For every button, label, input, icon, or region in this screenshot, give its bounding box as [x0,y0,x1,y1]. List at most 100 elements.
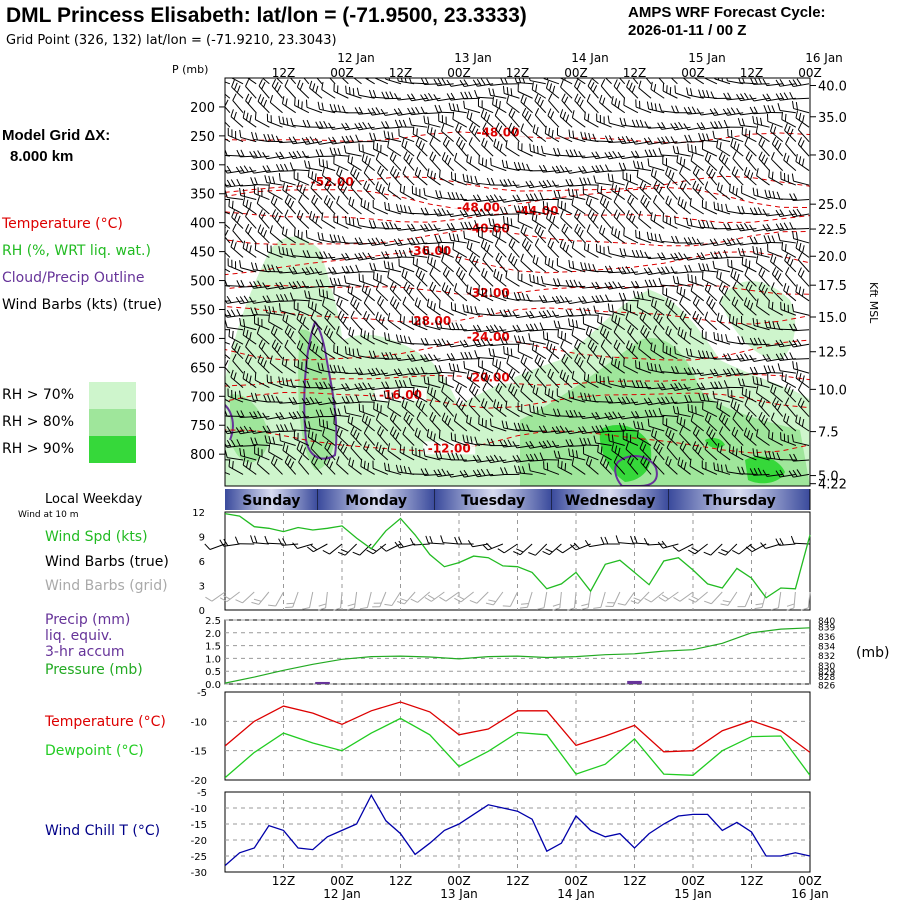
surface-wind-barb-grid-feather [630,600,639,604]
upper-wind-barb-feather [505,290,509,299]
upper-wind-barb-feather [763,287,768,296]
upper-wind-barb [240,325,257,331]
upper-wind-barb-feather [381,91,386,99]
upper-wind-barb-feather [744,222,749,230]
upper-wind-barb-feather [745,258,747,267]
wind-speed-tick-label: 0 [199,606,205,617]
upper-wind-barb-feather [363,180,368,189]
weekday-band: Sunday Monday Tuesday Wednesday Thursday [225,489,811,510]
upper-wind-barb-feather [642,313,647,322]
upper-wind-barb-feather [375,152,380,160]
upper-wind-barb [350,173,362,186]
surface-wind-barb-grid [226,591,240,603]
upper-wind-barb-feather [394,119,399,128]
upper-wind-barb-feather [313,328,318,336]
upper-wind-barb-feather [309,210,313,219]
upper-wind-barb [506,232,520,244]
upper-wind-barb-feather [521,423,526,431]
upper-wind-barb-feather [470,436,473,444]
upper-wind-barb-feather [315,382,320,390]
surface-wind-barb-true-feather [600,536,605,545]
upper-wind-barb-feather [319,121,324,129]
upper-wind-barb-feather [713,462,716,471]
upper-wind-barb-feather [764,450,768,458]
upper-wind-barb [228,336,244,345]
upper-wind-barb-feather [459,340,465,348]
upper-wind-barb [296,347,310,360]
upper-wind-barb-feather [249,151,254,159]
upper-wind-barb-feather [261,342,266,350]
surface-wind-barb-true-feather [528,552,536,556]
upper-wind-barb-feather [385,121,390,129]
upper-wind-barb-feather [226,179,232,187]
upper-wind-barb-feather [652,149,657,157]
upper-wind-barb-feather [572,391,575,399]
upper-wind-barb-feather [604,412,610,420]
upper-wind-barb [253,430,270,434]
upper-wind-barb-feather [211,322,214,329]
upper-wind-barb-feather [574,79,579,87]
upper-wind-barb [268,321,283,331]
upper-wind-barb-feather [652,455,657,463]
upper-wind-barb-feather [683,367,689,375]
upper-wind-barb-feather [438,430,441,439]
upper-wind-barb [437,213,454,217]
upper-wind-barb-feather [622,422,627,431]
upper-wind-barb-feather [493,454,499,462]
surface-wind-barb-true-feather [485,542,493,549]
upper-wind-barb-feather [713,331,716,340]
upper-wind-barb-feather [503,179,508,187]
upper-wind-barb-feather [599,455,604,464]
upper-wind-barb [363,187,376,200]
upper-wind-barb-feather [424,468,429,476]
upper-wind-barb-feather [365,183,370,192]
upper-wind-barb [477,226,494,229]
upper-wind-barb-feather [726,78,728,82]
upper-wind-barb-feather [743,427,748,436]
upper-wind-barb-feather [795,370,799,379]
upper-wind-barb-feather [533,193,539,201]
upper-wind-barb-feather [668,429,672,438]
upper-wind-barb [638,217,652,229]
upper-wind-barb [463,459,481,462]
upper-wind-barb [389,418,402,432]
isotherm-line [225,211,810,224]
upper-wind-barb-feather [266,165,272,173]
upper-wind-barb-feather [351,329,355,338]
upper-wind-barb-feather [592,394,597,402]
upper-wind-barb [481,274,494,287]
upper-wind-barb [227,170,244,174]
upper-wind-barb-feather [679,440,684,449]
upper-wind-barb-feather [591,282,597,290]
upper-wind-barb-feather [617,361,621,369]
upper-wind-barb [770,419,784,432]
upper-wind-barb-feather [284,293,289,302]
upper-wind-barb [230,116,244,128]
upper-wind-barb [653,332,665,345]
upper-wind-barb [348,203,362,215]
upper-wind-barb [798,129,810,142]
upper-wind-barb-feather [245,459,249,468]
upper-wind-barb-feather [332,136,337,144]
upper-wind-barb-feather [584,132,588,140]
upper-wind-barb-feather [553,320,557,328]
upper-wind-barb [345,256,362,261]
upper-wind-barb [599,232,612,244]
surface-wind-barb-grid-feather [519,606,528,609]
upper-wind-barb-feather [776,452,781,460]
upper-wind-barb-feather [671,432,675,441]
top-time-tick-label: 12Z [272,66,296,80]
surface-wind-barb-true-feather [219,539,225,547]
upper-wind-barb-feather [421,403,426,412]
upper-wind-barb-feather [653,180,658,188]
upper-wind-barb [375,289,389,302]
upper-wind-barb-feather [434,364,439,373]
upper-wind-barb-feather [779,353,785,361]
surface-wind-barb-grid [777,591,782,608]
upper-wind-barb [385,137,402,143]
upper-wind-barb-feather [212,146,214,153]
upper-wind-barb [359,410,375,418]
upper-wind-barb-feather [239,187,242,196]
upper-wind-barb-feather [565,374,569,383]
upper-wind-barb [556,327,573,331]
